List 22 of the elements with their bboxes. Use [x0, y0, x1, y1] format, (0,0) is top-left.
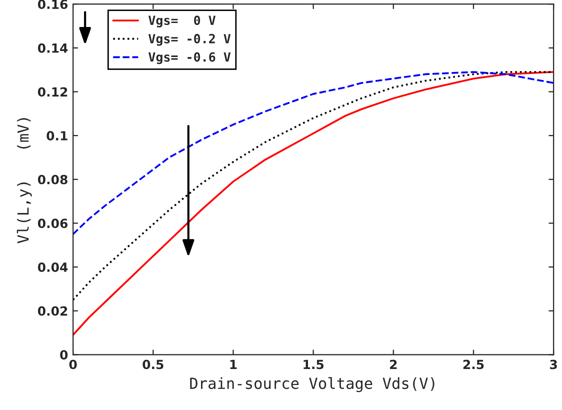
legend-label: Vgs= -0.2 V — [148, 34, 231, 46]
legend-label: Vgs= 0 V — [148, 16, 216, 28]
y-axis-title: Vl(L,y) (mV) — [16, 118, 32, 244]
x-tick-label: 0 — [69, 360, 77, 370]
x-axis-title: Drain-source Voltage Vds(V) — [190, 377, 434, 392]
x-tick-label: 2.5 — [463, 360, 484, 370]
y-tick-label: 0.1 — [46, 131, 68, 140]
y-tick-label: 0.14 — [38, 43, 68, 53]
y-tick-label: 0.06 — [38, 218, 68, 228]
y-tick-label: 0 — [60, 350, 68, 360]
y-tick-label: 0.02 — [38, 306, 68, 316]
x-tick-label: 0.5 — [142, 360, 164, 370]
x-tick-label: 1 — [230, 360, 237, 370]
x-tick-label: 3 — [550, 360, 557, 370]
y-tick-label: 0.08 — [38, 174, 68, 184]
y-tick-label: 0.12 — [38, 87, 68, 97]
legend-label: Vgs= -0.6 V — [148, 52, 231, 64]
x-tick-label: 2 — [390, 360, 397, 370]
y-tick-label: 0.04 — [38, 262, 68, 272]
y-tick-label: 0.16 — [38, 0, 68, 10]
line-series — [73, 71, 554, 236]
x-tick-label: 1.5 — [304, 360, 324, 370]
